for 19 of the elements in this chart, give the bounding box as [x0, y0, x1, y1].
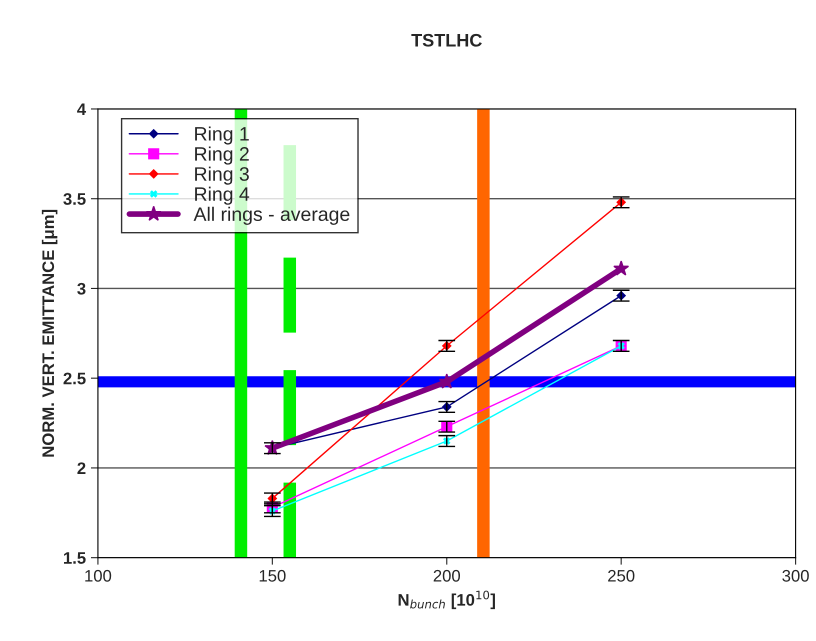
legend-label: Ring 1 — [195, 126, 249, 145]
legend-label: Ring 4 — [195, 186, 250, 205]
chart-title: TSTLHC — [411, 34, 482, 47]
x-tick-label: 200 — [434, 570, 460, 582]
x-tick-label: 150 — [260, 570, 286, 582]
y-tick-label: 2.5 — [64, 372, 86, 384]
y-tick-label: 2 — [77, 462, 86, 474]
legend-label: All rings - average — [194, 206, 350, 225]
x-tick-label: 100 — [85, 570, 112, 582]
x-axis-title: N$_{bunch}$ [10$^{10}$] — [398, 590, 495, 610]
y-tick-label: 3 — [77, 282, 86, 295]
y-axis-title: NORM. VERT. EMITTANCE [μm] — [42, 210, 58, 457]
y-tick-label: 4 — [77, 104, 86, 116]
legend-label: Ring 2 — [195, 146, 249, 165]
y-tick-label: 1.5 — [64, 552, 86, 564]
y-tick-label: 3.5 — [63, 193, 86, 205]
legend-label: Ring 3 — [195, 166, 249, 185]
x-tick-label: 300 — [782, 570, 809, 582]
x-tick-label: 250 — [608, 570, 634, 582]
